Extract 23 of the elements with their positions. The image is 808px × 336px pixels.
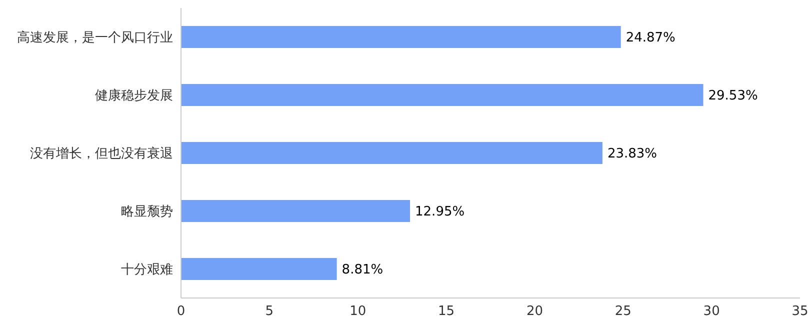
x-tick-label: 35 xyxy=(792,304,808,320)
x-tick-label: 25 xyxy=(614,304,632,320)
bar xyxy=(181,142,602,164)
x-tick-label: 0 xyxy=(176,304,186,320)
y-tick-label: 略显颓势 xyxy=(121,204,173,220)
data-label: 24.87% xyxy=(626,30,676,46)
data-label: 8.81% xyxy=(342,262,384,278)
y-tick-label: 没有增长，但也没有衰退 xyxy=(30,146,173,162)
data-label: 29.53% xyxy=(708,88,758,104)
x-tick-label: 10 xyxy=(350,304,366,320)
x-tick-label: 15 xyxy=(438,304,455,320)
x-tick-label: 30 xyxy=(703,304,720,320)
bar xyxy=(181,200,410,222)
y-tick-label: 健康稳步发展 xyxy=(95,88,173,104)
x-tick-label: 20 xyxy=(526,304,543,320)
data-label: 23.83% xyxy=(607,146,658,162)
y-tick-label: 高速发展，是一个风口行业 xyxy=(17,30,173,46)
y-tick-label: 十分艰难 xyxy=(121,262,173,278)
bar xyxy=(181,258,337,280)
x-tick-label: 5 xyxy=(265,304,274,320)
data-label: 12.95% xyxy=(415,204,465,220)
bar xyxy=(181,84,704,106)
bar xyxy=(181,26,621,48)
